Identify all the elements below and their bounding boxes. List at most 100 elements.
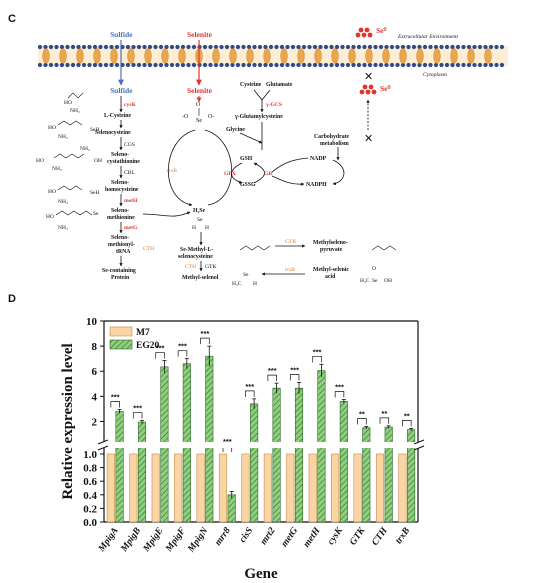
lipid-head-bottom xyxy=(92,62,98,68)
lipid-head-top xyxy=(109,44,114,50)
membrane-protein xyxy=(161,48,169,64)
lipid-head-top xyxy=(87,44,92,50)
bar-eg20 xyxy=(339,401,348,523)
svg-text:H: H xyxy=(192,225,196,231)
lipid-head-bottom xyxy=(477,62,483,68)
legend-label-eg20: EG20 xyxy=(136,341,159,351)
lipid-head-top xyxy=(59,44,65,50)
bar-m7 xyxy=(174,453,183,523)
lipid-head-top xyxy=(125,44,131,50)
significance-label: ** xyxy=(359,409,365,418)
lipid-head-top xyxy=(186,44,191,50)
cell-membrane xyxy=(37,44,508,68)
lipid-head-bottom xyxy=(252,62,257,68)
lipid-head-bottom xyxy=(450,62,455,68)
bar-eg20 xyxy=(115,411,124,523)
lipid-head-top xyxy=(329,44,334,50)
selenomethionine-2: methionine xyxy=(107,215,135,221)
selenomethionine-1: Seleno- xyxy=(111,208,129,214)
svg-text:OH: OH xyxy=(384,278,392,284)
membrane-protein xyxy=(59,48,67,64)
lipid-head-bottom xyxy=(439,62,444,68)
lipid-head-bottom xyxy=(136,62,142,68)
lipid-head-bottom xyxy=(455,62,461,68)
svg-text:HO: HO xyxy=(36,158,44,164)
bar-m7 xyxy=(308,453,317,523)
sulfide-in: Sulfide xyxy=(110,86,133,95)
lipid-head-bottom xyxy=(411,62,417,68)
axis-break-gap xyxy=(98,442,424,448)
membrane-protein xyxy=(331,48,339,64)
significance-label: *** xyxy=(133,404,142,413)
lipid-head-top xyxy=(444,44,450,50)
lipid-head-bottom xyxy=(70,62,76,68)
selenocysteine: Selenocysteine xyxy=(95,130,131,136)
lipid-head-bottom xyxy=(230,62,235,68)
lipid-head-top xyxy=(307,44,312,50)
lipid-head-top xyxy=(488,44,494,50)
lipid-head-bottom xyxy=(351,62,356,68)
membrane-protein xyxy=(450,48,458,64)
enzyme-gtk: GTK xyxy=(285,239,297,245)
y-tick-label: 8 xyxy=(92,341,98,353)
lipid-head-top xyxy=(312,44,318,50)
se0-particles-outside xyxy=(355,27,373,38)
significance-label: *** xyxy=(201,329,210,338)
lipid-head-bottom xyxy=(208,62,213,68)
bar-m7 xyxy=(286,453,295,523)
y-tick-label: 2 xyxy=(92,416,98,428)
lipid-head-bottom xyxy=(37,62,43,68)
lipid-head-top xyxy=(158,44,164,50)
lipid-head-top xyxy=(92,44,98,50)
bar-eg20 xyxy=(205,355,214,523)
lipid-head-bottom xyxy=(285,62,290,68)
svg-text:SeH: SeH xyxy=(90,127,100,133)
lipid-head-top xyxy=(252,44,257,50)
membrane-protein xyxy=(93,48,101,64)
significance-bracket xyxy=(334,391,345,398)
h2se-label: H₂Se xyxy=(193,208,205,214)
sulfide-top: Sulfide xyxy=(110,30,133,39)
bar-chart: 2 4 6 8 10 0.0 0.20.4 0.60.8 1.0 Relative express… xyxy=(60,316,425,582)
lipid-head-top xyxy=(417,44,422,50)
lipid-head-bottom xyxy=(483,62,488,68)
lipid-head-bottom xyxy=(98,62,103,68)
significance-bracket xyxy=(357,418,367,425)
methylseleno-pyruvate-1: Methylseleno- xyxy=(313,240,348,246)
lipid-head-bottom xyxy=(81,62,87,68)
membrane-protein xyxy=(229,48,237,64)
se0-outside-label: Se⁰ xyxy=(376,26,388,35)
lipid-head-top xyxy=(389,44,395,50)
lipid-head-top xyxy=(373,44,378,50)
membrane-protein xyxy=(467,48,475,64)
lipid-head-top xyxy=(296,44,301,50)
lipid-head-top xyxy=(37,44,43,50)
membrane-protein xyxy=(127,48,135,64)
lipid-head-top xyxy=(230,44,235,50)
lipid-head-bottom xyxy=(301,62,307,68)
lipid-head-bottom xyxy=(356,62,362,68)
panel-c-label: C xyxy=(8,13,16,25)
x-axis-title: Gene xyxy=(244,566,278,582)
selenohomocysteine-2: homocysteine xyxy=(105,187,139,193)
lipid-head-top xyxy=(257,44,263,50)
significance-bracket xyxy=(402,420,412,427)
bar-m7 xyxy=(129,453,138,523)
lipid-head-bottom xyxy=(312,62,318,68)
svg-text:HO: HO xyxy=(64,100,72,106)
lipid-head-bottom xyxy=(114,62,120,68)
lipid-head-top xyxy=(136,44,142,50)
lipid-head-top xyxy=(76,44,81,50)
lipid-head-top xyxy=(98,44,103,50)
svg-text:NH₂: NH₂ xyxy=(58,225,68,231)
lipid-head-bottom xyxy=(257,62,263,68)
lipid-head-top xyxy=(301,44,307,50)
lipid-head-top xyxy=(406,44,411,50)
lipid-head-bottom xyxy=(274,62,279,68)
lipid-head-bottom xyxy=(433,62,439,68)
lipid-head-bottom xyxy=(488,62,494,68)
enzyme-cbl: CBL xyxy=(124,170,135,176)
lipid-head-top xyxy=(494,44,499,50)
bar-m7 xyxy=(263,453,272,523)
lipid-head-bottom xyxy=(494,62,499,68)
